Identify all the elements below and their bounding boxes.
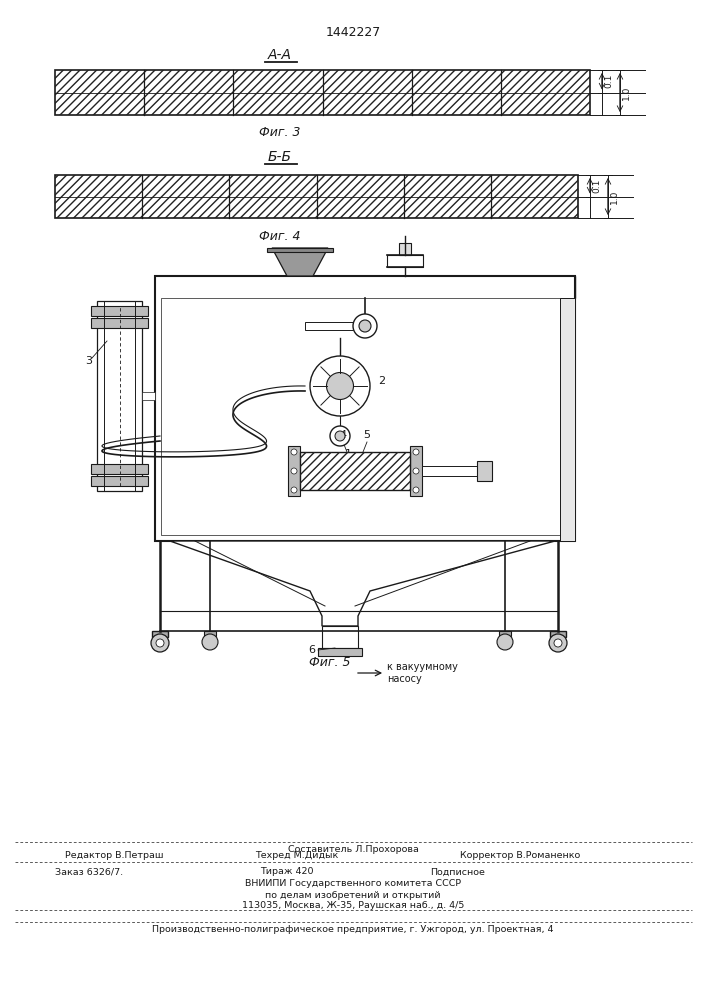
Circle shape (330, 426, 350, 446)
Bar (55, 175, 578, 218)
Circle shape (291, 468, 297, 474)
Bar (550, 631, 566, 637)
Circle shape (549, 634, 567, 652)
Bar (300, 452, 410, 490)
Text: 0.1: 0.1 (604, 74, 613, 88)
Bar (155, 276, 575, 541)
Bar (560, 298, 575, 541)
Bar (55, 70, 590, 115)
Text: 1442227: 1442227 (325, 25, 380, 38)
Text: Фиг. 4: Фиг. 4 (259, 230, 300, 242)
Circle shape (151, 634, 169, 652)
Bar (91, 464, 148, 474)
Bar (288, 446, 300, 496)
Text: А-А: А-А (268, 48, 292, 62)
Bar (97, 301, 142, 491)
Bar (322, 626, 358, 648)
Text: Редактор В.Петраш: Редактор В.Петраш (65, 852, 163, 860)
Bar (161, 298, 569, 535)
Text: 113035, Москва, Ж-35, Раушская наб., д. 4/5: 113035, Москва, Ж-35, Раушская наб., д. … (242, 900, 464, 910)
Text: 1.0: 1.0 (622, 85, 631, 100)
Text: к вакуумному
насосу: к вакуумному насосу (387, 662, 458, 684)
Circle shape (156, 639, 164, 647)
Bar (477, 461, 492, 481)
Bar (91, 476, 148, 486)
Bar (318, 648, 362, 656)
Circle shape (202, 634, 218, 650)
Circle shape (327, 372, 354, 399)
Text: ВНИИПИ Государственного комитета СССР: ВНИИПИ Государственного комитета СССР (245, 880, 461, 888)
Polygon shape (272, 248, 328, 276)
Bar (55, 70, 590, 115)
Polygon shape (170, 541, 555, 626)
Text: по делам изобретений и открытий: по делам изобретений и открытий (265, 890, 440, 900)
Circle shape (497, 634, 513, 650)
Text: Техред М.Дидык: Техред М.Дидык (255, 852, 338, 860)
Bar (142, 392, 155, 400)
Bar (305, 322, 353, 330)
Text: 1: 1 (345, 449, 352, 459)
Text: Заказ 6326/7.: Заказ 6326/7. (55, 867, 123, 876)
Text: Фиг. 3: Фиг. 3 (259, 126, 300, 139)
Bar (91, 306, 148, 316)
Circle shape (291, 449, 297, 455)
Circle shape (413, 449, 419, 455)
Bar (410, 446, 422, 496)
Bar (387, 255, 423, 267)
Text: 5: 5 (363, 430, 370, 440)
Bar (91, 318, 148, 328)
Bar (152, 631, 168, 637)
Bar (204, 631, 216, 636)
Text: 4: 4 (339, 430, 346, 440)
Bar (155, 276, 575, 298)
Bar (300, 452, 410, 490)
Text: Фиг. 5: Фиг. 5 (309, 656, 351, 670)
Text: Подписное: Подписное (430, 867, 485, 876)
Text: Корректор В.Романенко: Корректор В.Романенко (460, 852, 580, 860)
Circle shape (413, 487, 419, 493)
Circle shape (554, 639, 562, 647)
Circle shape (335, 431, 345, 441)
Text: 6: 6 (308, 645, 315, 655)
Text: 1.0: 1.0 (610, 189, 619, 204)
Circle shape (310, 356, 370, 416)
Circle shape (359, 320, 371, 332)
Circle shape (291, 487, 297, 493)
Bar (267, 248, 333, 252)
Text: 2: 2 (378, 376, 385, 386)
Text: Б-Б: Б-Б (268, 150, 292, 164)
Circle shape (353, 314, 377, 338)
Bar (499, 631, 511, 636)
Text: 3: 3 (86, 356, 93, 366)
Bar (422, 466, 482, 476)
Text: Производственно-полиграфическое предприятие, г. Ужгород, ул. Проектная, 4: Производственно-полиграфическое предприя… (152, 926, 554, 934)
Circle shape (413, 468, 419, 474)
Text: Составитель Л.Прохорова: Составитель Л.Прохорова (288, 846, 419, 854)
Text: Тираж 420: Тираж 420 (260, 867, 313, 876)
Bar (399, 243, 411, 255)
Text: 0.1: 0.1 (592, 179, 601, 193)
Bar (55, 175, 578, 218)
